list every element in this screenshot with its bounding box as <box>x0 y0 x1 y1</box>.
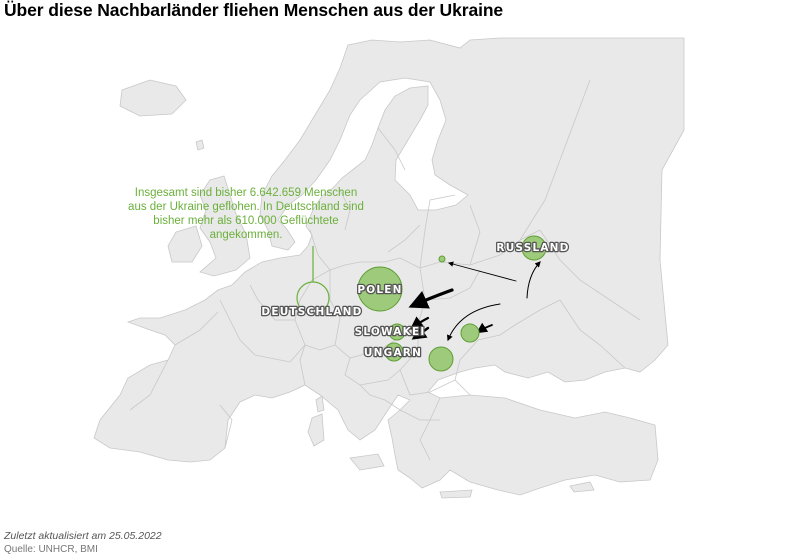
chart-title: Über diese Nachbarländer fliehen Mensche… <box>4 0 504 20</box>
sardinia-landmass <box>307 413 325 447</box>
bubble-poland <box>357 266 403 312</box>
arrow-to-hungary <box>411 325 430 340</box>
cyprus-landmass <box>569 481 595 493</box>
annotation-line-4: angekommen. <box>210 229 283 241</box>
label-slowakei: SLOWAKEI <box>355 326 426 338</box>
arrow-to-belarus <box>447 261 517 282</box>
faroe-landmass <box>195 139 205 151</box>
label-polen: POLEN <box>357 284 402 296</box>
annotation: Insgesamt sind bisher 6.642.659 Menschen… <box>128 187 364 241</box>
last-updated: Zuletzt aktualisiert am 25.05.2022 <box>4 530 162 542</box>
source-note: Quelle: UNHCR, BMI <box>4 544 98 555</box>
crete-landmass <box>439 489 473 499</box>
land-layer <box>93 37 685 499</box>
label-ungarn: UNGARN <box>364 347 422 359</box>
arrow-to-poland <box>408 288 454 309</box>
annotation-line-3: bisher mehr als 610.000 Geflüchtete <box>153 215 338 227</box>
arrow-to-romania <box>447 303 501 342</box>
bubble-belarus <box>438 255 446 263</box>
continent-landmass <box>93 37 685 496</box>
arrow-to-russia <box>526 261 541 299</box>
iceland-landmass <box>119 79 187 117</box>
border-layer <box>129 79 641 461</box>
corsica-landmass <box>315 395 325 413</box>
bubble-slovakia <box>388 323 406 341</box>
refugee-bubbles <box>296 235 547 372</box>
bubble-romania <box>428 346 454 372</box>
bubble-russia <box>521 235 547 261</box>
annotation-line-1: Insgesamt sind bisher 6.642.659 Menschen <box>135 187 357 199</box>
bubble-moldova <box>460 323 480 343</box>
ireland-landmass <box>167 225 203 263</box>
britain-landmass <box>199 175 251 277</box>
label-russland: RUSSLAND <box>496 242 569 254</box>
sicily-landmass <box>349 453 385 471</box>
label-deutschland: DEUTSCHLAND <box>261 306 362 318</box>
annotation-line-2: aus der Ukraine geflohen. In Deutschland… <box>128 201 364 213</box>
bubble-hungary <box>384 342 404 362</box>
flow-arrows <box>408 261 541 342</box>
